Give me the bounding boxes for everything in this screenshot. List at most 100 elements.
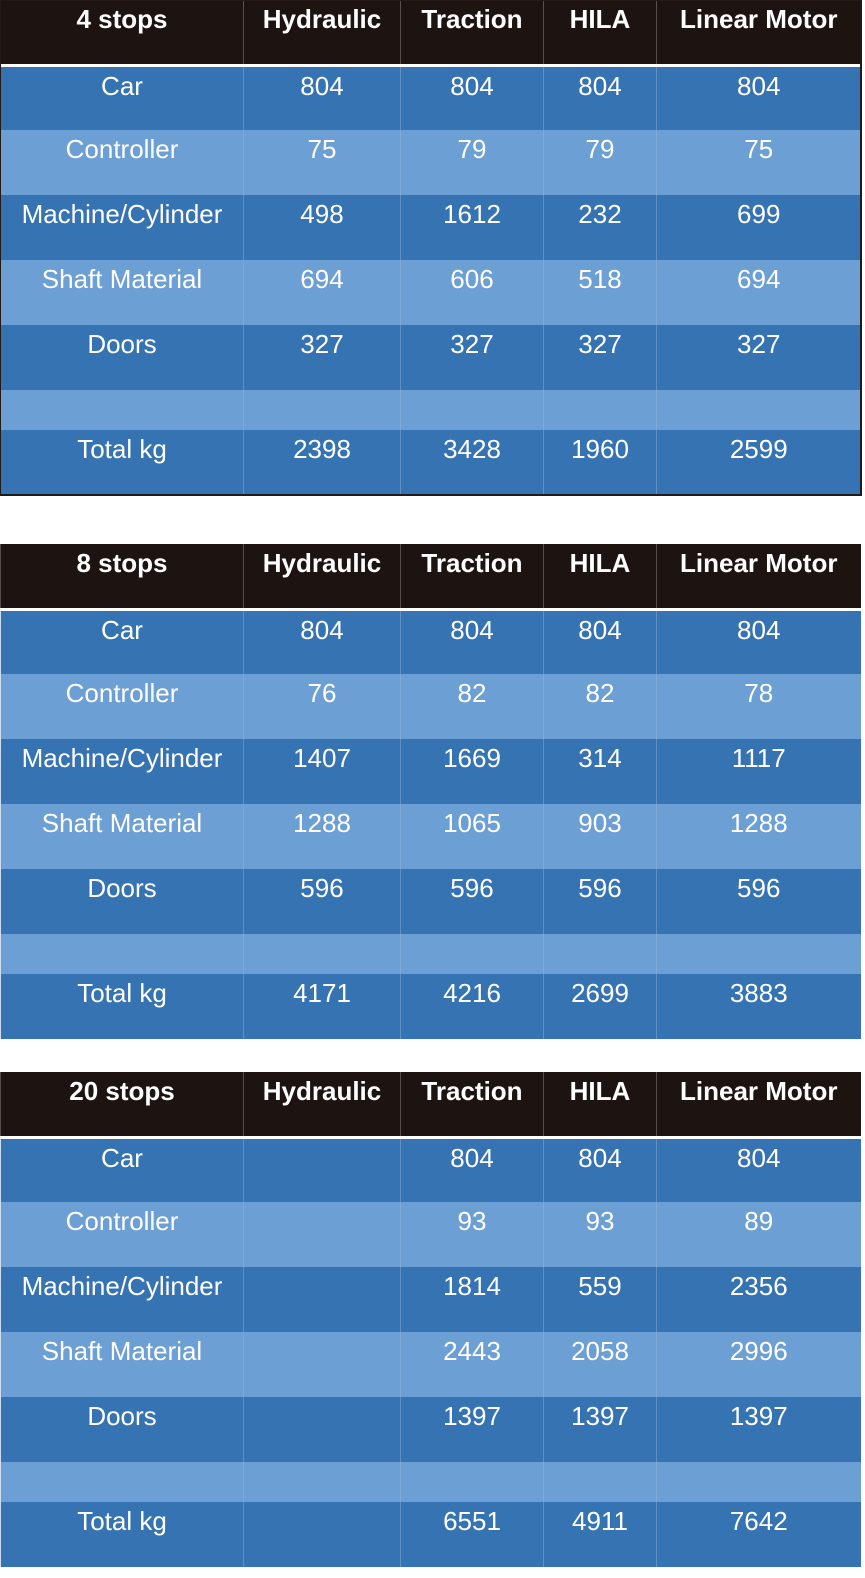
table-row: Car 804 804 804 804 xyxy=(0,65,861,130)
table-row: Controller 93 93 89 xyxy=(0,1202,861,1267)
row-label: Machine/Cylinder xyxy=(0,1267,244,1332)
cell-value: 4911 xyxy=(543,1502,657,1567)
cell-value: 1397 xyxy=(543,1397,657,1462)
column-header: Hydraulic xyxy=(243,1072,401,1139)
cell-value: 3428 xyxy=(400,430,544,495)
column-header: Traction xyxy=(400,544,544,611)
row-label: Total kg xyxy=(0,1502,244,1567)
cell-value: 82 xyxy=(543,674,657,739)
table-row: Total kg 4171 4216 2699 3883 xyxy=(0,974,861,1039)
cell-value: 4171 xyxy=(243,974,401,1039)
row-label xyxy=(0,1462,244,1502)
cell-value: 804 xyxy=(543,1137,657,1202)
cell-value: 327 xyxy=(243,325,401,390)
table-row: Shaft Material 694 606 518 694 xyxy=(0,260,861,325)
cell-value: 232 xyxy=(543,195,657,260)
table-row: Machine/Cylinder 1814 559 2356 xyxy=(0,1267,861,1332)
cell-value: 1397 xyxy=(400,1397,544,1462)
cell-value: 699 xyxy=(656,195,861,260)
table-row xyxy=(0,1462,861,1502)
cell-value: 804 xyxy=(400,1137,544,1202)
column-header: Linear Motor xyxy=(656,544,861,611)
cell-value xyxy=(400,934,544,974)
cell-value: 1117 xyxy=(656,739,861,804)
column-header: Hydraulic xyxy=(243,0,401,67)
column-header: Traction xyxy=(400,1072,544,1139)
row-label: Controller xyxy=(0,130,244,195)
table-row: Controller 76 82 82 78 xyxy=(0,674,861,739)
cell-value xyxy=(656,934,861,974)
cell-value xyxy=(243,1462,401,1502)
cell-value: 596 xyxy=(243,869,401,934)
cell-value xyxy=(543,1462,657,1502)
row-label: Doors xyxy=(0,325,244,390)
table-row: Doors 1397 1397 1397 xyxy=(0,1397,861,1462)
cell-value: 89 xyxy=(656,1202,861,1267)
weight-table-20-stops: 20 stops Hydraulic Traction HILA Linear Moto… xyxy=(0,1072,861,1567)
cell-value: 1612 xyxy=(400,195,544,260)
table-row: Total kg 6551 4911 7642 xyxy=(0,1502,861,1567)
cell-value: 498 xyxy=(243,195,401,260)
column-header: Linear Motor xyxy=(656,1072,861,1139)
cell-value: 2996 xyxy=(656,1332,861,1397)
row-label: Shaft Material xyxy=(0,804,244,869)
cell-value: 4216 xyxy=(400,974,544,1039)
cell-value: 6551 xyxy=(400,1502,544,1567)
cell-value: 694 xyxy=(656,260,861,325)
cell-value: 327 xyxy=(400,325,544,390)
cell-value: 82 xyxy=(400,674,544,739)
cell-value xyxy=(543,934,657,974)
table-title: 8 stops xyxy=(0,544,244,611)
cell-value xyxy=(243,390,401,430)
cell-value xyxy=(656,1462,861,1502)
table-row: Doors 596 596 596 596 xyxy=(0,869,861,934)
row-label: Controller xyxy=(0,674,244,739)
row-label: Shaft Material xyxy=(0,260,244,325)
row-label: Car xyxy=(0,1137,244,1202)
cell-value: 804 xyxy=(543,609,657,674)
cell-value: 2356 xyxy=(656,1267,861,1332)
cell-value: 3883 xyxy=(656,974,861,1039)
cell-value xyxy=(543,390,657,430)
cell-value: 1397 xyxy=(656,1397,861,1462)
table-row: Doors 327 327 327 327 xyxy=(0,325,861,390)
table-row: Machine/Cylinder 1407 1669 314 1117 xyxy=(0,739,861,804)
cell-value: 804 xyxy=(400,609,544,674)
row-label: Doors xyxy=(0,869,244,934)
cell-value: 93 xyxy=(543,1202,657,1267)
table-row: Machine/Cylinder 498 1612 232 699 xyxy=(0,195,861,260)
table-row: Shaft Material 1288 1065 903 1288 xyxy=(0,804,861,869)
cell-value: 559 xyxy=(543,1267,657,1332)
cell-value: 79 xyxy=(543,130,657,195)
cell-value: 1960 xyxy=(543,430,657,495)
row-label: Total kg xyxy=(0,430,244,495)
cell-value xyxy=(243,1267,401,1332)
cell-value: 804 xyxy=(656,1137,861,1202)
row-label: Doors xyxy=(0,1397,244,1462)
cell-value: 327 xyxy=(656,325,861,390)
row-label: Machine/Cylinder xyxy=(0,195,244,260)
table-title: 20 stops xyxy=(0,1072,244,1139)
cell-value: 1669 xyxy=(400,739,544,804)
table-row xyxy=(0,934,861,974)
row-label: Car xyxy=(0,609,244,674)
table-title: 4 stops xyxy=(0,0,244,67)
column-header: HILA xyxy=(543,544,657,611)
cell-value: 75 xyxy=(656,130,861,195)
cell-value xyxy=(400,390,544,430)
cell-value: 1814 xyxy=(400,1267,544,1332)
cell-value: 596 xyxy=(543,869,657,934)
cell-value: 2058 xyxy=(543,1332,657,1397)
cell-value xyxy=(243,1137,401,1202)
cell-value: 596 xyxy=(400,869,544,934)
column-header: Hydraulic xyxy=(243,544,401,611)
cell-value: 903 xyxy=(543,804,657,869)
cell-value: 804 xyxy=(656,609,861,674)
row-label: Controller xyxy=(0,1202,244,1267)
cell-value: 694 xyxy=(243,260,401,325)
cell-value xyxy=(243,1397,401,1462)
table-row: Shaft Material 2443 2058 2996 xyxy=(0,1332,861,1397)
row-label: Car xyxy=(0,65,244,130)
table-row: Car 804 804 804 xyxy=(0,1137,861,1202)
header-row: 4 stops Hydraulic Traction HILA Linear Motor xyxy=(0,0,861,67)
